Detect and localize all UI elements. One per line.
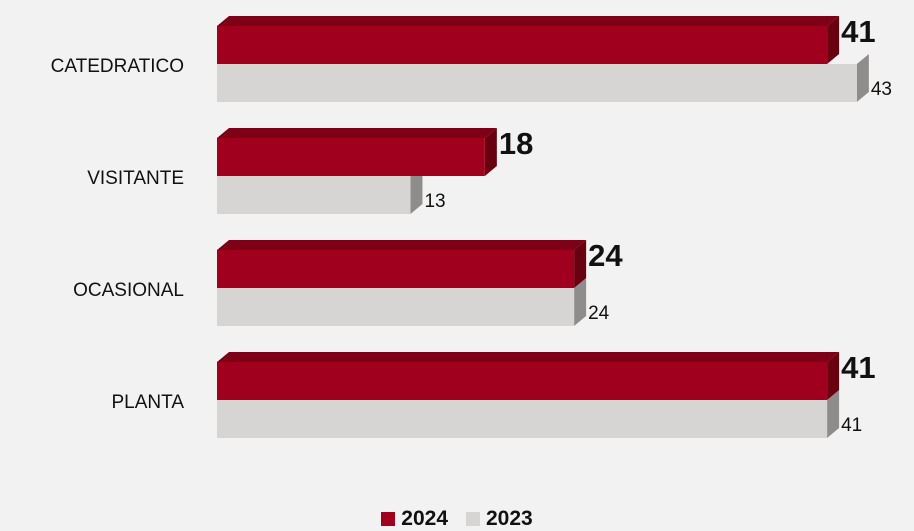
- data-label-2023-ocasional: 24: [588, 303, 610, 324]
- bar-2024-planta-top-face: [217, 352, 839, 362]
- chart-legend: 2024 2023: [0, 508, 914, 529]
- category-label-visitante: VISITANTE: [87, 168, 184, 189]
- bar-2024-catedratico-front-face: [217, 26, 827, 64]
- bar-2023-ocasional-front-face: [217, 288, 574, 326]
- bar-2024-visitante-top-face: [217, 128, 497, 138]
- legend-swatch-2023: [466, 512, 480, 526]
- legend-label-2024: 2024: [401, 507, 448, 531]
- data-label-2024-catedratico: 41: [841, 14, 875, 49]
- bar-2023-visitante-front-face: [217, 176, 410, 214]
- category-label-catedratico: CATEDRATICO: [51, 56, 184, 77]
- bar-2024-visitante: [217, 128, 497, 176]
- data-label-2023-catedratico: 43: [871, 79, 892, 100]
- data-label-2024-planta: 41: [841, 350, 875, 385]
- bar-2024-ocasional-top-face: [217, 240, 586, 250]
- bar-2023-catedratico-front-face: [217, 64, 857, 102]
- bar-2023-planta-front-face: [217, 400, 827, 438]
- data-label-2024-visitante: 18: [499, 126, 533, 161]
- data-label-2024-ocasional: 24: [588, 238, 623, 273]
- legend-label-2023: 2023: [486, 507, 533, 531]
- bar-2024-planta: [217, 352, 839, 400]
- bar-2024-planta-front-face: [217, 362, 827, 400]
- legend-swatch-2024: [381, 512, 395, 526]
- data-label-2023-visitante: 13: [424, 191, 445, 212]
- data-label-2023-planta: 41: [841, 415, 862, 436]
- bar-2023-catedratico-side-face: [857, 54, 869, 102]
- legend-item-2024: 2024: [381, 507, 448, 531]
- legend-item-2023: 2023: [466, 507, 533, 531]
- bar-2024-catedratico-top-face: [217, 16, 839, 26]
- bar-2024-catedratico: [217, 16, 839, 64]
- bar-2024-ocasional: [217, 240, 586, 288]
- category-label-planta: PLANTA: [111, 392, 184, 413]
- category-label-ocasional: OCASIONAL: [73, 280, 184, 301]
- bar-2024-ocasional-front-face: [217, 250, 574, 288]
- bar-2024-visitante-front-face: [217, 138, 485, 176]
